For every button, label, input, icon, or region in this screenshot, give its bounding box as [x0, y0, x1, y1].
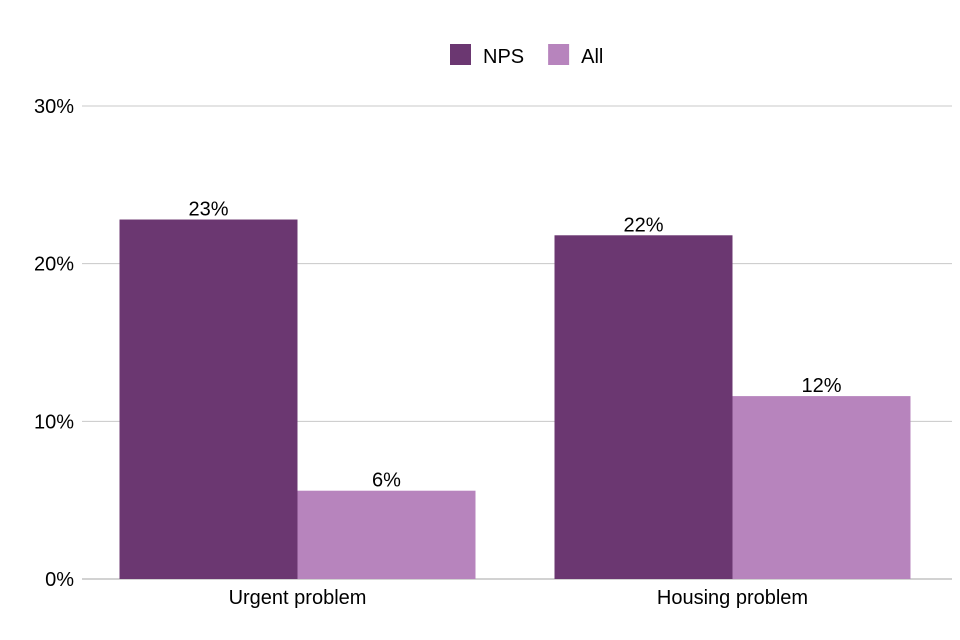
- y-tick-label: 20%: [34, 254, 74, 276]
- bar: [732, 396, 911, 579]
- data-labels: 23% 6% 22% 12%: [188, 199, 841, 492]
- data-label: 23%: [188, 199, 228, 221]
- y-axis: 0% 10% 20% 30%: [34, 96, 74, 591]
- x-axis: Urgent problem Housing problem: [229, 587, 809, 609]
- y-tick-label: 10%: [34, 411, 74, 433]
- legend-swatch: [450, 44, 471, 65]
- data-label: 6%: [372, 470, 401, 492]
- y-tick-label: 30%: [34, 96, 74, 118]
- bar: [297, 490, 476, 579]
- bars: [119, 219, 911, 579]
- x-tick-label: Housing problem: [657, 587, 808, 609]
- legend-swatch: [548, 44, 570, 65]
- data-label: 12%: [801, 375, 841, 397]
- legend-label: NPS: [483, 46, 524, 68]
- y-tick-label: 0%: [45, 569, 74, 591]
- legend-label: All: [581, 46, 603, 68]
- bar: [119, 219, 298, 579]
- data-label: 22%: [623, 214, 663, 236]
- bar: [554, 235, 733, 579]
- x-tick-label: Urgent problem: [229, 587, 367, 609]
- legend: NPS All: [450, 44, 603, 68]
